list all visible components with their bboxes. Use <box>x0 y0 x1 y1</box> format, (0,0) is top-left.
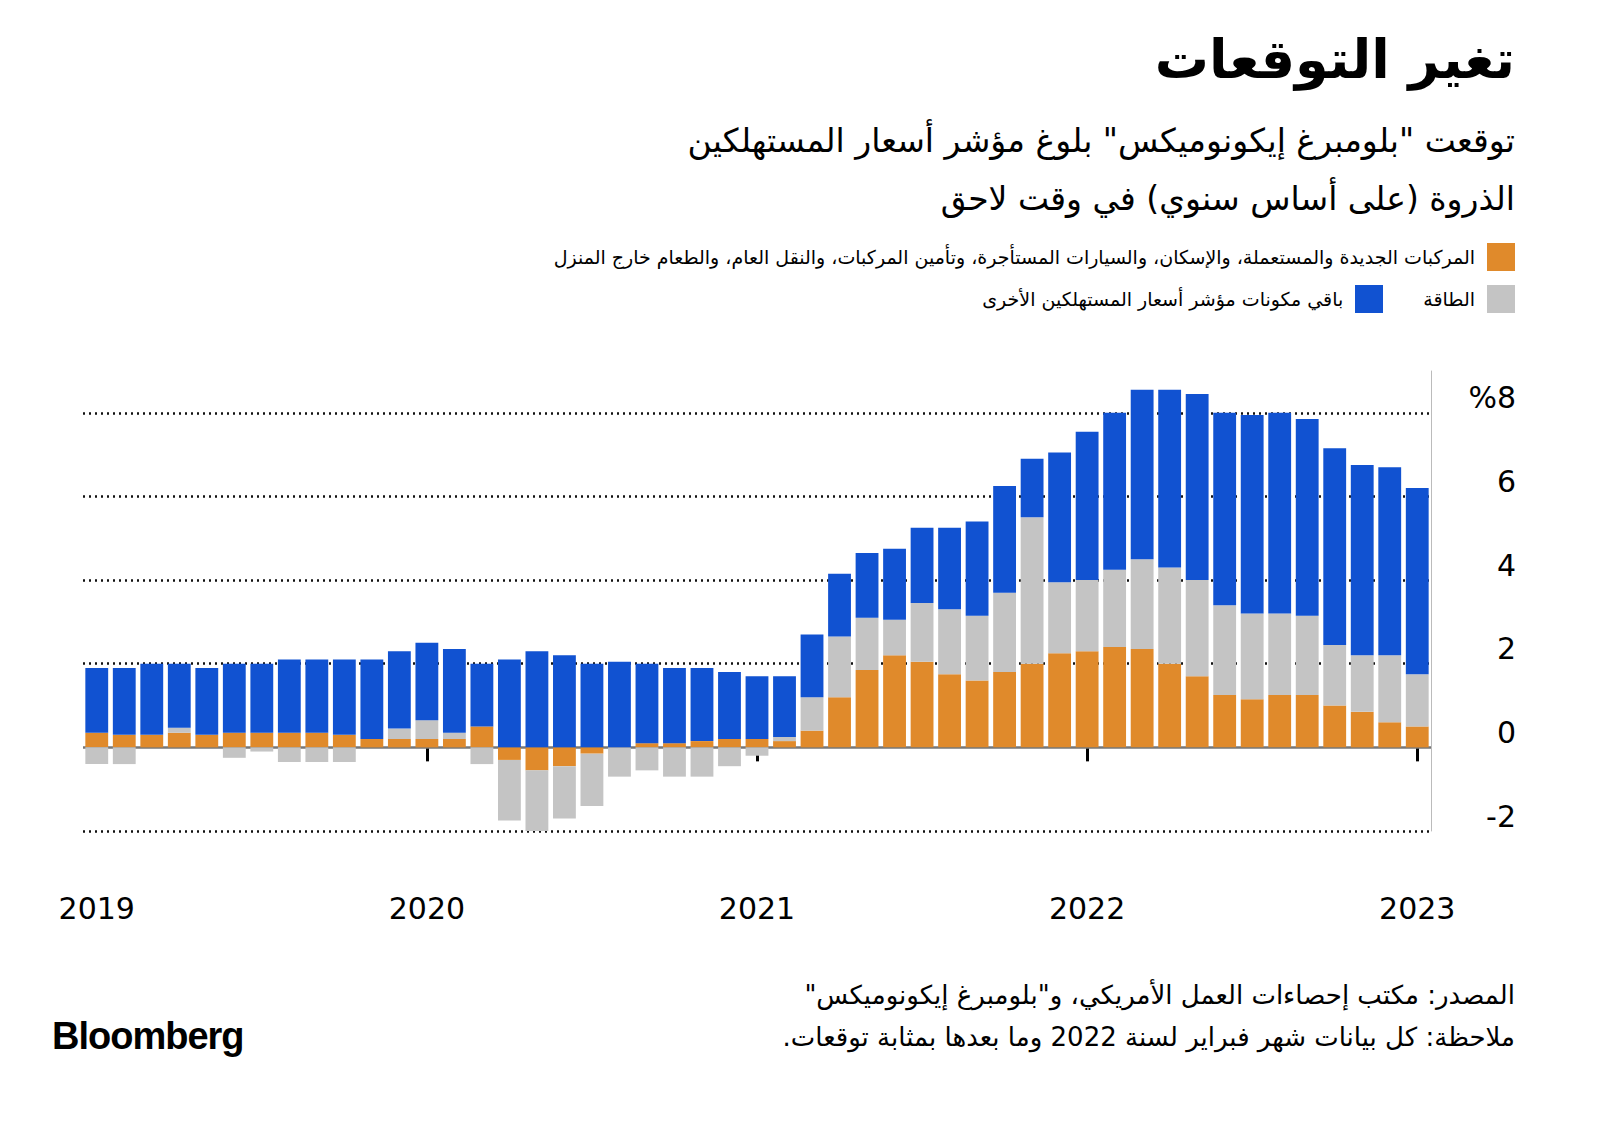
svg-text:4: 4 <box>1497 548 1516 583</box>
html-text:ملاحظة: كل بيانات شهر فبراير ل: ملاحظة: كل بيانات شهر فبراير لسنة 2022 و… <box>782 1022 1515 1052</box>
svg-text:2021: 2021 <box>719 891 795 926</box>
svg-text:6: 6 <box>1497 464 1516 499</box>
svg-text:2020: 2020 <box>389 891 465 926</box>
svg-text:-2: -2 <box>1486 799 1516 834</box>
html-text:توقعت "بلومبرغ إيكونوميكس" بلو: توقعت "بلومبرغ إيكونوميكس" بلوغ مؤشر أسع… <box>687 121 1515 218</box>
svg-text:2: 2 <box>1497 631 1516 666</box>
svg-text:2022: 2022 <box>1049 891 1125 926</box>
html-text:باقي مكونات مؤشر أسعار المستهل: باقي مكونات مؤشر أسعار المستهلكين الأخرى <box>982 288 1344 310</box>
svg-text:2023: 2023 <box>1379 891 1455 926</box>
html-text:المركبات الجديدة والمستعملة، و: المركبات الجديدة والمستعملة، والإسكان، و… <box>553 246 1475 268</box>
html-text:الطاقة: الطاقة <box>1423 288 1475 310</box>
svg-text:2019: 2019 <box>59 891 135 926</box>
html-text:تغير التوقعات: تغير التوقعات <box>1154 28 1515 91</box>
svg-text:%8: %8 <box>1468 380 1516 415</box>
html-text:المصدر: مكتب إحصاءات العمل الأ: المصدر: مكتب إحصاءات العمل الأمريكي، و"ب… <box>804 980 1515 1010</box>
svg-text:0: 0 <box>1497 715 1516 750</box>
html-text:Bloomberg: Bloomberg <box>52 1015 244 1057</box>
